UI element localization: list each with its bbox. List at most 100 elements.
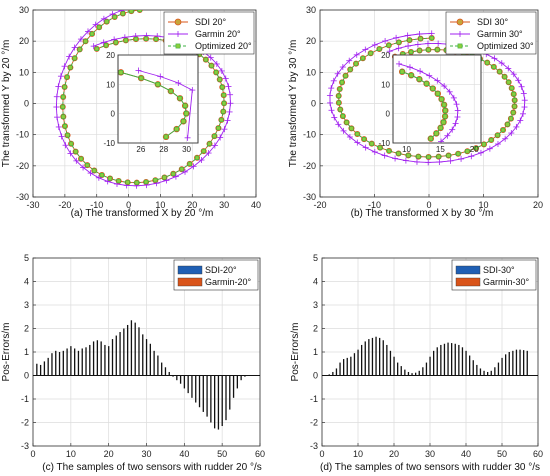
chart-0-point [83, 39, 88, 44]
chart-1-point [382, 38, 389, 45]
chart-0-point [55, 123, 62, 130]
chart-1-point [512, 104, 517, 109]
chart-2-bar [36, 363, 38, 376]
chart-1-ytick-label: 0 [311, 99, 316, 109]
chart-2-bar [55, 350, 57, 376]
chart-2-bar [123, 328, 125, 376]
chart-0-point [58, 133, 65, 140]
chart-2-ytick-label: 5 [24, 253, 29, 263]
chart-0-point [125, 180, 130, 185]
chart-3-bar [476, 364, 478, 376]
chart-3-xtick-label: 20 [389, 449, 399, 459]
chart-1-point [416, 154, 421, 159]
chart-0-frame [32, 9, 257, 198]
chart-1-legend-marker [457, 31, 463, 37]
chart-1-series-group [326, 30, 528, 166]
chart-0-point [153, 37, 159, 42]
chart-1-point [381, 152, 388, 159]
chart-0-xtick-label: 40 [251, 200, 261, 210]
chart-1-point [491, 64, 496, 70]
chart-3-legend-swatch [455, 277, 481, 287]
chart-1-point [417, 48, 422, 53]
chart-2-bar [210, 375, 212, 423]
caption-b: (b) The transformed X by 30 °/m [351, 208, 494, 219]
chart-1-point [473, 145, 479, 151]
chart-2-xtick-label: 60 [255, 449, 265, 459]
chart-2-bar [202, 375, 204, 412]
chart-0-point [80, 164, 87, 171]
chart-0-xtick-label: -30 [26, 200, 39, 210]
chart-1-point [435, 47, 440, 52]
chart-2-ytick-label: -1 [21, 394, 29, 404]
chart-0-point [92, 168, 97, 173]
chart-0-point [90, 43, 97, 50]
chart-0-point [84, 28, 91, 35]
chart-1-inset-point [446, 88, 453, 95]
chart-1-point [339, 80, 345, 85]
chart-2-bar [145, 339, 148, 376]
chart-1-inset-point [444, 132, 451, 139]
chart-2-ytick-label: 1 [24, 347, 29, 357]
chart-1-point [498, 60, 505, 67]
chart-1-point [340, 113, 345, 119]
chart-1-point [338, 107, 343, 112]
chart-0-point [205, 150, 212, 157]
chart-1-point [491, 55, 498, 62]
chart-3-xtick-label: 40 [461, 449, 471, 459]
chart-3-bar [397, 362, 399, 376]
chart-2-xtick-label: 0 [30, 449, 35, 459]
chart-1-point [520, 90, 527, 97]
chart-0-point [68, 65, 73, 70]
chart-3-xtick-label: 30 [425, 449, 435, 459]
chart-1-point [495, 133, 500, 138]
chart-1-point [355, 131, 360, 137]
chart-2-bar [176, 375, 178, 381]
chart-0-point [162, 175, 167, 180]
chart-2-bar [134, 322, 136, 376]
chart-1-inset-ytick-label: 10 [381, 80, 390, 89]
chart-1-point [408, 49, 414, 55]
chart-0-point [143, 36, 149, 41]
chart-0-point [73, 149, 78, 154]
chart-1-point [393, 34, 400, 41]
chart-2-bar [108, 346, 110, 376]
chart-1-point [429, 35, 434, 41]
chart-1-point [512, 98, 517, 103]
chart-1-point [477, 149, 484, 156]
chart-1-inset-point [438, 125, 443, 131]
chart-0-point [221, 101, 227, 106]
chart-0-point [85, 162, 90, 168]
chart-1-point [386, 148, 392, 154]
chart-3-bar [479, 368, 482, 376]
chart-0-point [62, 84, 67, 90]
chart-1-point [518, 83, 525, 90]
chart-3-bar [451, 343, 453, 376]
chart-0-ytick-label: -10 [16, 130, 29, 140]
chart-0-inset-point [184, 111, 189, 116]
chart-3-bar [411, 373, 413, 376]
chart-0-point [53, 93, 60, 100]
chart-0-inset-point [184, 134, 191, 141]
chart-0-point [212, 134, 217, 139]
chart-2-bar [92, 341, 95, 376]
chart-0-point [54, 114, 61, 121]
chart-0-point [120, 11, 126, 16]
chart-1-point [371, 41, 378, 48]
chart-0-point [100, 15, 107, 22]
chart-3-bar [429, 356, 431, 376]
chart-0-point [134, 180, 139, 185]
chart-1-inset-point [430, 86, 436, 91]
chart-0-point [187, 161, 192, 166]
chart-2-xtick-label: 40 [179, 449, 189, 459]
chart-3-ytick-label: 2 [313, 324, 318, 334]
chart-1-point [519, 110, 526, 117]
chart-3-bar [357, 349, 359, 376]
chart-0-point [211, 142, 218, 149]
chart-3-ytick-label: 3 [313, 300, 318, 310]
chart-2-bar [74, 348, 76, 376]
chart-1-point [337, 86, 342, 92]
chart-3-ytick-label: 5 [313, 253, 318, 263]
chart-2-ytick-label: 2 [24, 324, 29, 334]
chart-1-point [330, 77, 337, 84]
chart-1-ytick-label: 30 [306, 5, 316, 15]
